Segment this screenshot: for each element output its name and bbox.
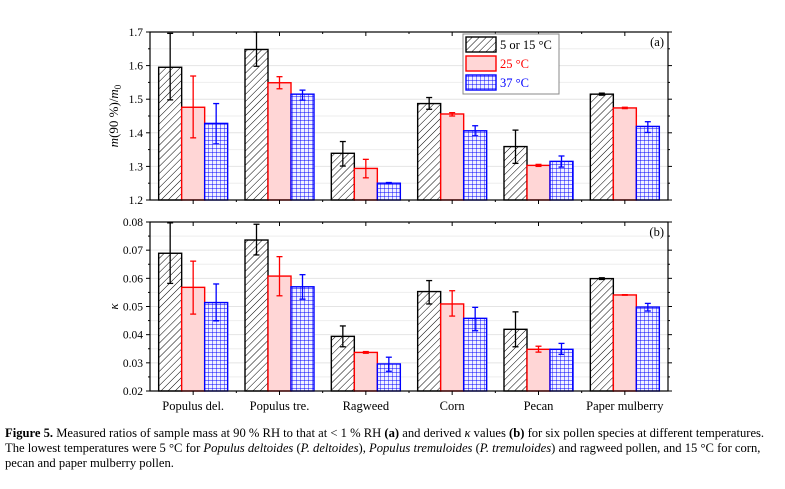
y-tick-label: 0.03 — [123, 358, 143, 370]
legend-label: 5 or 15 °C — [500, 38, 552, 52]
figure-chart: 1.2 1.3 1.4 1.5 1.6 1.7 (a) m(90 %)/m0 5 or 15 °… — [106, 27, 672, 413]
panel-b-kappa: 0.02 0.03 0.04 0.05 0.06 0.07 0.08 Populus del.… — [106, 217, 672, 413]
caption-segment: and derived — [399, 426, 465, 440]
y-tick-label: 1.4 — [129, 128, 144, 140]
y-tick-label: 0.04 — [123, 330, 143, 342]
caption-segment: (b) — [509, 426, 525, 440]
bar — [267, 82, 292, 201]
legend-label: 25 °C — [500, 57, 529, 71]
x-tick-label: Pecan — [524, 399, 555, 413]
bar — [612, 294, 638, 392]
caption-label: Figure 5. — [5, 426, 54, 440]
y-tick-label: 0.08 — [123, 217, 143, 229]
y-tick-label: 0.05 — [123, 302, 143, 314]
y-tick-label: 1.6 — [129, 61, 144, 73]
x-tick-label: Ragweed — [343, 399, 390, 413]
legend-swatch — [465, 36, 497, 53]
bar — [589, 277, 615, 392]
panel-label: (b) — [649, 225, 664, 239]
y-tick-label: 0.02 — [123, 386, 143, 398]
bar — [526, 164, 551, 201]
caption-segment: κ — [464, 426, 471, 440]
y-axis-label: κ — [106, 303, 121, 310]
caption-segment: (a) — [384, 426, 400, 440]
bar — [589, 93, 615, 201]
caption-segment: P. deltoides — [300, 441, 359, 455]
y-tick-label: 0.07 — [123, 245, 143, 257]
bar — [439, 303, 465, 392]
x-tick-label: Populus tre. — [250, 399, 310, 413]
legend: 5 or 15 °C 25 °C 37 °C — [462, 33, 560, 95]
y-tick-label: 1.2 — [129, 195, 144, 207]
caption-segment: ), — [358, 441, 370, 455]
bar — [376, 182, 402, 201]
bar — [612, 107, 638, 201]
bar — [290, 93, 315, 201]
caption-segment: ( — [293, 441, 301, 455]
bar — [635, 125, 661, 201]
x-tick-label: Corn — [440, 399, 466, 413]
bar — [526, 348, 551, 392]
y-tick-label: 0.06 — [123, 273, 143, 285]
legend-swatch — [465, 55, 497, 72]
bar — [462, 130, 488, 201]
caption-segment: Populus tremuloides — [369, 441, 473, 455]
legend-label: 37 °C — [500, 76, 529, 90]
panel-a-mass-ratio: 1.2 1.3 1.4 1.5 1.6 1.7 (a) m(90 %)/m0 5 or 15 °… — [106, 27, 672, 207]
y-tick-label: 1.3 — [129, 161, 144, 173]
caption-segment: Populus deltoides — [203, 441, 294, 455]
caption-segment: ( — [472, 441, 480, 455]
caption-segment: Measured ratios of sample mass at 90 % R… — [53, 426, 385, 440]
x-tick-label: Populus del. — [162, 399, 224, 413]
caption-segment: P. tremuloides — [479, 441, 552, 455]
bar — [244, 48, 269, 201]
caption-segment: values — [470, 426, 510, 440]
bar — [290, 286, 315, 392]
figure-caption: Figure 5. Measured ratios of sample mass… — [5, 426, 780, 471]
caption-body: Measured ratios of sample mass at 90 % R… — [5, 426, 764, 470]
y-axis-label: m(90 %)/m0 — [106, 84, 123, 147]
legend-swatch — [465, 74, 497, 91]
x-tick-label: Paper mulberry — [586, 399, 664, 413]
bar — [353, 351, 379, 392]
caption-segment: ) and ragweed pollen, and 15 °C for corn… — [5, 441, 761, 470]
panel-label: (a) — [650, 35, 664, 49]
bar — [635, 306, 661, 392]
bar — [416, 290, 442, 392]
caption-segment: for six pollen species at different temp… — [5, 426, 765, 455]
bar — [439, 113, 465, 201]
bar — [416, 102, 442, 201]
y-tick-label: 1.5 — [129, 94, 144, 106]
bar — [549, 348, 574, 392]
bar — [244, 239, 269, 392]
y-tick-label: 1.7 — [129, 27, 144, 39]
